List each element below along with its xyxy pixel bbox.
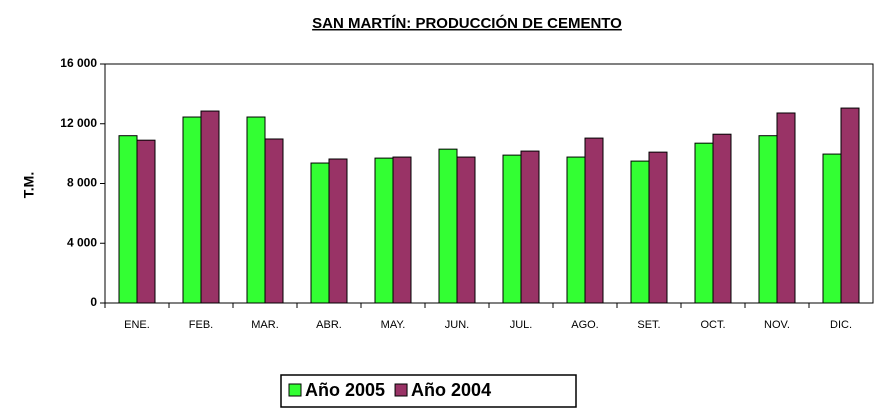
bar	[328, 158, 348, 304]
x-tick-label: AGO.	[571, 319, 599, 331]
x-tick-label: ENE.	[124, 319, 150, 331]
bar	[502, 154, 522, 304]
x-tick-label: DIC.	[830, 319, 852, 331]
bar	[246, 116, 266, 304]
y-tick-label: 0	[90, 295, 97, 309]
legend-swatch	[288, 383, 302, 397]
bar	[136, 139, 156, 304]
bar	[456, 156, 476, 304]
bar	[520, 150, 540, 304]
x-tick-label: MAR.	[251, 319, 279, 331]
x-tick-label: ABR.	[316, 319, 342, 331]
plot-area	[104, 63, 874, 304]
legend-label: Año 2004	[411, 380, 491, 400]
y-tick-label: 16 000	[60, 56, 97, 70]
bar	[182, 116, 202, 304]
x-tick-label: FEB.	[189, 319, 213, 331]
bar	[566, 156, 586, 304]
bar	[118, 135, 138, 304]
bar	[840, 107, 860, 304]
x-tick-label: JUN.	[445, 319, 469, 331]
y-tick-label: 12 000	[60, 116, 97, 130]
legend-swatch	[394, 383, 408, 397]
bar	[584, 137, 604, 304]
bar	[822, 153, 842, 304]
y-tick-label: 8 000	[67, 176, 97, 190]
bar	[630, 160, 650, 304]
bar	[776, 112, 796, 304]
bar	[438, 148, 458, 304]
chart-title: SAN MARTÍN: PRODUCCIÓN DE CEMENTO	[312, 14, 622, 32]
legend-label: Año 2005	[305, 380, 385, 400]
x-tick-label: JUL.	[510, 319, 533, 331]
legend-box	[280, 374, 577, 408]
bar	[712, 133, 732, 304]
bar	[694, 142, 714, 304]
x-tick-label: SET.	[637, 319, 660, 331]
bar	[310, 162, 330, 304]
bar	[392, 156, 412, 304]
bar	[200, 110, 220, 304]
bar	[374, 157, 394, 304]
bar	[758, 135, 778, 304]
bar	[264, 138, 284, 304]
y-axis-label: T.M.	[21, 172, 37, 198]
x-tick-label: MAY.	[381, 319, 406, 331]
x-tick-label: NOV.	[764, 319, 790, 331]
bar	[648, 151, 668, 304]
x-tick-label: OCT.	[700, 319, 725, 331]
y-tick-label: 4 000	[67, 235, 97, 249]
